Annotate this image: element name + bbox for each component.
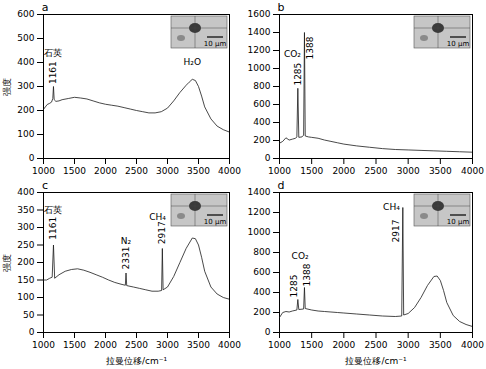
svg-text:500: 500 bbox=[17, 33, 34, 43]
svg-text:400: 400 bbox=[17, 57, 34, 67]
svg-text:10 μm: 10 μm bbox=[204, 218, 227, 226]
svg-text:3500: 3500 bbox=[187, 340, 210, 350]
svg-text:400: 400 bbox=[253, 287, 270, 297]
svg-text:1500: 1500 bbox=[63, 166, 86, 176]
svg-text:200: 200 bbox=[253, 307, 270, 317]
svg-text:1000: 1000 bbox=[32, 166, 55, 176]
svg-text:100: 100 bbox=[17, 129, 34, 139]
svg-text:200: 200 bbox=[253, 135, 270, 145]
svg-text:2000: 2000 bbox=[332, 166, 355, 176]
svg-text:100: 100 bbox=[17, 292, 34, 302]
svg-text:0: 0 bbox=[29, 153, 35, 163]
svg-text:1600: 1600 bbox=[248, 9, 271, 19]
svg-text:2500: 2500 bbox=[125, 340, 148, 350]
svg-text:d: d bbox=[278, 179, 285, 192]
svg-text:4000: 4000 bbox=[218, 340, 241, 350]
svg-text:2500: 2500 bbox=[125, 166, 148, 176]
svg-text:0: 0 bbox=[29, 327, 35, 337]
svg-text:1000: 1000 bbox=[248, 227, 271, 237]
svg-text:600: 600 bbox=[253, 267, 270, 277]
svg-text:强度: 强度 bbox=[2, 254, 12, 272]
svg-text:1388: 1388 bbox=[302, 263, 312, 286]
svg-text:1200: 1200 bbox=[248, 45, 271, 55]
svg-text:10 μm: 10 μm bbox=[447, 40, 470, 48]
svg-text:4000: 4000 bbox=[461, 166, 484, 176]
svg-text:拉曼位移/cm⁻¹: 拉曼位移/cm⁻¹ bbox=[106, 356, 167, 366]
svg-text:350: 350 bbox=[17, 205, 34, 215]
svg-text:3500: 3500 bbox=[429, 166, 452, 176]
svg-text:3000: 3000 bbox=[397, 340, 420, 350]
svg-text:1285: 1285 bbox=[289, 275, 299, 298]
svg-text:10 μm: 10 μm bbox=[204, 40, 227, 48]
svg-text:1200: 1200 bbox=[248, 207, 271, 217]
svg-text:400: 400 bbox=[253, 117, 270, 127]
svg-text:0: 0 bbox=[265, 327, 271, 337]
svg-text:50: 50 bbox=[23, 310, 35, 320]
svg-text:CO₂: CO₂ bbox=[284, 49, 301, 59]
svg-text:c: c bbox=[42, 179, 48, 192]
svg-text:150: 150 bbox=[17, 275, 34, 285]
svg-text:H₂O: H₂O bbox=[184, 57, 201, 67]
svg-text:800: 800 bbox=[253, 81, 270, 91]
svg-text:3500: 3500 bbox=[429, 340, 452, 350]
svg-text:b: b bbox=[278, 1, 285, 14]
svg-text:1000: 1000 bbox=[248, 63, 271, 73]
svg-text:1500: 1500 bbox=[63, 340, 86, 350]
svg-text:400: 400 bbox=[17, 187, 34, 197]
svg-text:1285: 1285 bbox=[293, 63, 303, 86]
svg-text:CH₄: CH₄ bbox=[383, 202, 400, 212]
svg-text:1500: 1500 bbox=[300, 340, 323, 350]
svg-text:3500: 3500 bbox=[187, 166, 210, 176]
svg-text:拉曼位移/cm⁻¹: 拉曼位移/cm⁻¹ bbox=[345, 356, 406, 366]
svg-text:4000: 4000 bbox=[461, 340, 484, 350]
svg-text:2000: 2000 bbox=[94, 166, 117, 176]
svg-text:200: 200 bbox=[17, 257, 34, 267]
svg-text:2000: 2000 bbox=[332, 340, 355, 350]
svg-text:3000: 3000 bbox=[156, 166, 179, 176]
svg-text:3000: 3000 bbox=[397, 166, 420, 176]
svg-text:1000: 1000 bbox=[32, 340, 55, 350]
svg-text:1400: 1400 bbox=[248, 187, 271, 197]
svg-text:1500: 1500 bbox=[300, 166, 323, 176]
svg-text:2917: 2917 bbox=[391, 220, 401, 243]
svg-text:1161: 1161 bbox=[48, 217, 58, 240]
svg-text:2500: 2500 bbox=[365, 166, 388, 176]
svg-text:4000: 4000 bbox=[218, 166, 241, 176]
svg-text:300: 300 bbox=[17, 81, 34, 91]
svg-text:3000: 3000 bbox=[156, 340, 179, 350]
svg-text:CH₄: CH₄ bbox=[149, 212, 166, 222]
svg-text:强度: 强度 bbox=[2, 78, 12, 96]
svg-text:600: 600 bbox=[253, 99, 270, 109]
svg-text:2000: 2000 bbox=[94, 340, 117, 350]
svg-text:300: 300 bbox=[17, 222, 34, 232]
svg-text:2917: 2917 bbox=[157, 221, 167, 244]
svg-text:石英: 石英 bbox=[44, 48, 62, 58]
svg-text:1161: 1161 bbox=[48, 61, 58, 84]
svg-text:石英: 石英 bbox=[44, 205, 62, 215]
svg-text:10 μm: 10 μm bbox=[447, 218, 470, 226]
svg-text:2331: 2331 bbox=[121, 247, 131, 270]
svg-text:1400: 1400 bbox=[248, 27, 271, 37]
svg-text:0: 0 bbox=[265, 153, 271, 163]
svg-text:1388: 1388 bbox=[305, 36, 315, 59]
svg-text:200: 200 bbox=[17, 105, 34, 115]
svg-text:a: a bbox=[42, 1, 49, 14]
svg-text:CO₂: CO₂ bbox=[292, 251, 309, 261]
svg-text:2500: 2500 bbox=[365, 340, 388, 350]
svg-text:1000: 1000 bbox=[268, 340, 291, 350]
svg-text:600: 600 bbox=[17, 9, 34, 19]
svg-text:1000: 1000 bbox=[268, 166, 291, 176]
svg-text:250: 250 bbox=[17, 240, 34, 250]
svg-text:N₂: N₂ bbox=[121, 236, 132, 246]
svg-text:800: 800 bbox=[253, 247, 270, 257]
